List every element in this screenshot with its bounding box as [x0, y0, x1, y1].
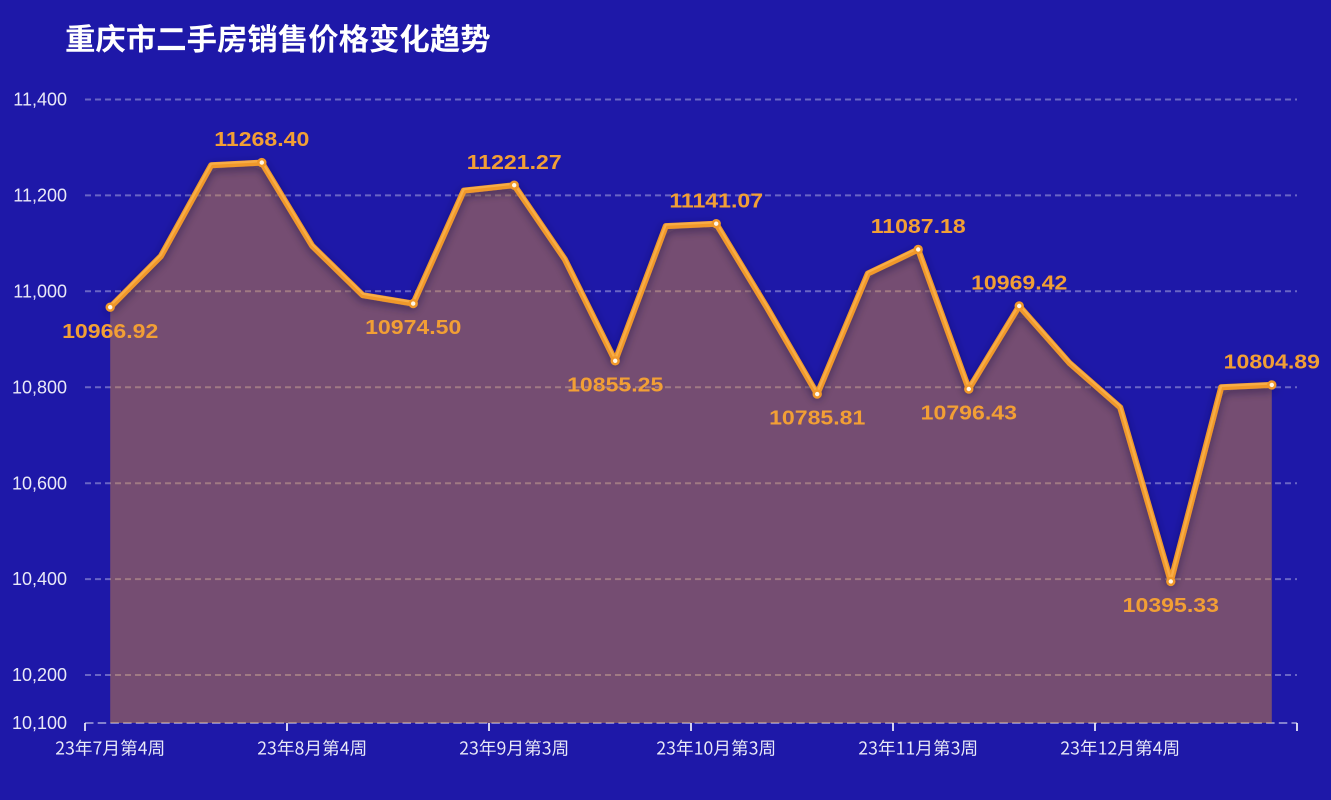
svg-text:10,800: 10,800 — [12, 377, 67, 397]
svg-text:10974.50: 10974.50 — [365, 315, 461, 338]
svg-text:10,200: 10,200 — [12, 665, 67, 685]
svg-text:10,600: 10,600 — [12, 473, 67, 493]
svg-text:11,000: 11,000 — [13, 281, 67, 301]
svg-text:11141.07: 11141.07 — [669, 189, 763, 212]
svg-text:10796.43: 10796.43 — [921, 401, 1017, 424]
svg-text:11221.27: 11221.27 — [467, 150, 562, 173]
svg-text:10,100: 10,100 — [12, 713, 67, 733]
svg-text:10395.33: 10395.33 — [1123, 593, 1219, 616]
svg-text:11087.18: 11087.18 — [871, 214, 966, 237]
svg-text:10804.89: 10804.89 — [1224, 350, 1320, 373]
svg-text:11268.40: 11268.40 — [214, 127, 309, 150]
svg-text:10,400: 10,400 — [12, 569, 67, 589]
svg-text:10969.42: 10969.42 — [971, 271, 1067, 294]
svg-text:11,400: 11,400 — [13, 90, 67, 110]
svg-text:10966.92: 10966.92 — [62, 319, 158, 342]
svg-text:10785.81: 10785.81 — [769, 406, 865, 429]
svg-text:10855.25: 10855.25 — [567, 373, 663, 396]
svg-text:11,200: 11,200 — [13, 186, 67, 206]
